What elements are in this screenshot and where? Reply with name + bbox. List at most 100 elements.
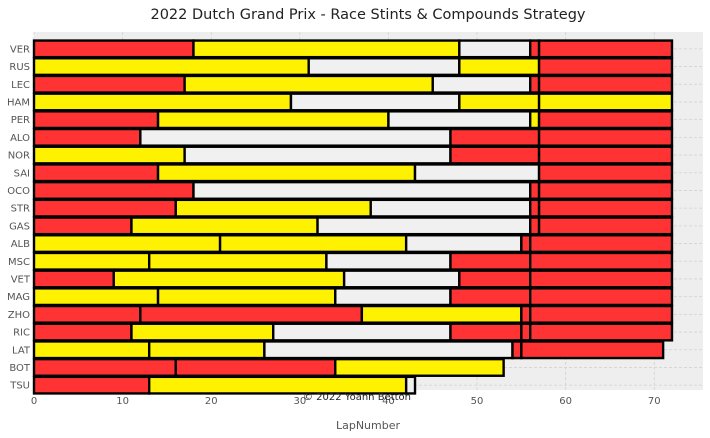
x-tick-label: 30 — [293, 396, 306, 407]
stint-bar — [458, 57, 541, 77]
stint-bar — [458, 92, 541, 112]
stint-bar — [537, 198, 674, 218]
stint-bar — [520, 322, 532, 342]
stint-bar — [156, 163, 417, 183]
stint-bar — [307, 57, 461, 77]
y-tick-label: HAM — [7, 97, 30, 108]
stint-bar — [537, 163, 674, 183]
stint-bar — [139, 127, 452, 147]
stint-bar — [192, 39, 461, 59]
stint-bar — [218, 234, 408, 254]
stint-bar — [32, 357, 177, 377]
stint-bar — [449, 251, 532, 271]
stint-bar — [32, 340, 151, 360]
y-tick-label: RUS — [9, 62, 30, 73]
stint-bar — [529, 234, 674, 254]
stint-bar — [449, 127, 541, 147]
stint-bar — [529, 74, 541, 94]
stint-bar — [413, 163, 541, 183]
stint-bar — [520, 304, 532, 324]
x-tick-label: 40 — [382, 396, 395, 407]
stint-bar — [156, 287, 337, 307]
y-tick-label: SAI — [14, 168, 30, 179]
y-tick-label: MAG — [7, 292, 30, 303]
y-tick-label: RIC — [13, 328, 30, 339]
x-axis-label: LapNumber — [336, 419, 401, 432]
x-tick-label: 0 — [31, 396, 37, 407]
copyright-annotation: © 2022 Yoann Betton — [303, 392, 411, 403]
stint-bar — [458, 269, 532, 289]
stint-bar — [537, 216, 674, 236]
x-tick-label: 60 — [559, 396, 572, 407]
stint-bar — [529, 269, 674, 289]
stint-bars — [32, 39, 674, 395]
stint-bar — [537, 127, 674, 147]
stint-bar — [32, 269, 115, 289]
y-tick-label: ZHO — [8, 310, 30, 321]
stint-bar — [537, 74, 674, 94]
stint-bar — [529, 198, 541, 218]
stint-bar — [32, 216, 133, 236]
stint-bar — [458, 39, 532, 59]
y-tick-label: MSC — [8, 257, 30, 268]
y-tick-label: ALB — [11, 239, 30, 250]
y-tick-label: GAS — [9, 221, 30, 232]
stint-bar — [325, 251, 452, 271]
stint-bar — [360, 304, 523, 324]
stint-bar — [529, 304, 674, 324]
x-tick-label: 10 — [116, 396, 129, 407]
stint-bar — [147, 340, 266, 360]
stint-bar — [316, 216, 532, 236]
stint-bar — [529, 322, 674, 342]
y-tick-label: PER — [11, 115, 30, 126]
y-tick-label: TSU — [9, 381, 30, 392]
stint-bar — [32, 287, 160, 307]
stint-bar — [537, 110, 674, 130]
stint-bar — [263, 340, 514, 360]
y-tick-label: VET — [11, 274, 31, 285]
y-tick-label: BOT — [9, 363, 31, 374]
stint-bar — [289, 92, 461, 112]
stint-bar — [32, 163, 160, 183]
stint-bar — [32, 180, 195, 200]
lap-tick-labels: 0 10 20 30 40 50 60 70 — [31, 396, 661, 407]
stint-bar — [32, 251, 151, 271]
chart-title: 2022 Dutch Grand Prix - Race Stints & Co… — [150, 7, 585, 23]
stint-bar — [537, 145, 674, 165]
stint-bar — [192, 180, 532, 200]
stint-bar — [32, 92, 293, 112]
stint-bar — [147, 251, 328, 271]
stint-bar — [529, 251, 674, 271]
stint-bar — [174, 198, 372, 218]
stint-bar — [130, 216, 319, 236]
stint-bar — [32, 57, 310, 77]
y-tick-label: LEC — [11, 80, 30, 91]
stint-bar — [32, 145, 186, 165]
x-tick-label: 20 — [205, 396, 218, 407]
y-tick-label: OCO — [7, 186, 30, 197]
stint-bar — [520, 340, 665, 360]
stint-bar — [334, 287, 452, 307]
stint-bar — [32, 375, 151, 395]
stint-bar — [511, 340, 523, 360]
stint-bar — [139, 304, 364, 324]
stint-bar — [387, 110, 532, 130]
stint-bar — [529, 216, 541, 236]
stint-bar — [272, 322, 452, 342]
x-tick-label: 70 — [648, 396, 661, 407]
stint-bar — [369, 198, 532, 218]
stint-bar — [449, 145, 541, 165]
driver-tick-labels: VER RUS LEC HAM PER ALO NOR SAI OCO STR GAS ALB MSC V… — [7, 44, 31, 391]
stint-bar — [32, 234, 222, 254]
stint-bar — [183, 145, 452, 165]
stint-bar — [529, 287, 674, 307]
stint-bar — [32, 322, 133, 342]
stint-bar — [449, 287, 532, 307]
stint-bar — [130, 322, 275, 342]
stint-bar — [537, 57, 674, 77]
stint-bar — [147, 375, 408, 395]
stint-bar — [404, 234, 523, 254]
stint-bar — [431, 74, 532, 94]
stint-bar — [449, 322, 523, 342]
stint-bar — [112, 269, 346, 289]
